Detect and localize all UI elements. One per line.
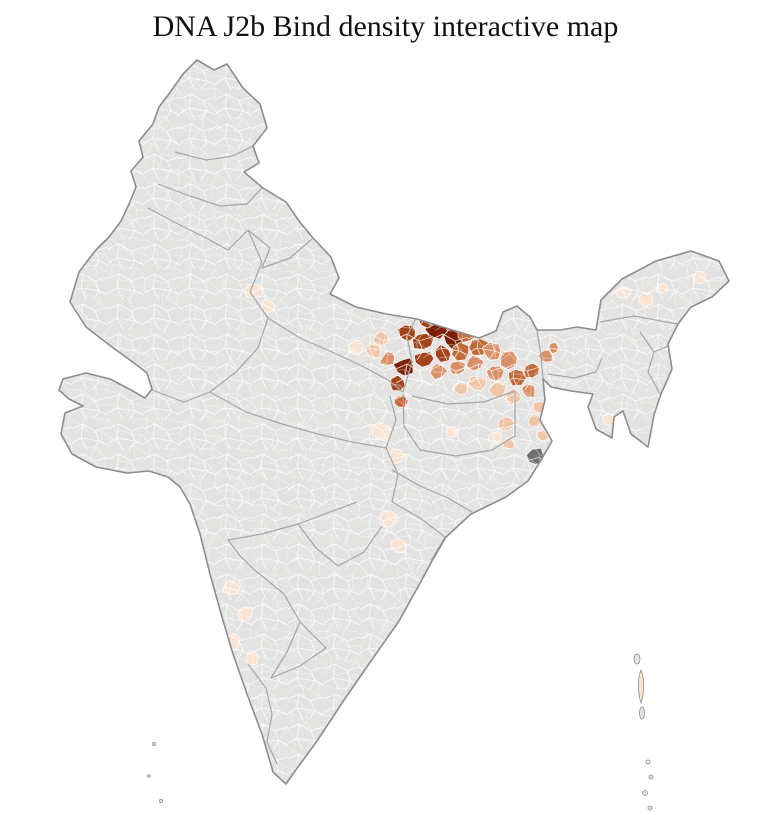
- island: [158, 799, 163, 804]
- lakshadweep-islands: [147, 742, 163, 804]
- density-district[interactable]: [439, 313, 454, 328]
- island: [648, 774, 654, 780]
- district-borders-texture: [59, 60, 729, 784]
- island: [633, 653, 641, 665]
- andaman-islands: [633, 653, 654, 811]
- island[interactable]: [637, 668, 645, 705]
- page-title: DNA J2b Bind density interactive map: [152, 10, 619, 43]
- island: [645, 759, 651, 765]
- island: [147, 774, 151, 778]
- state-borders: [147, 145, 679, 765]
- density-district[interactable]: [591, 279, 609, 294]
- island: [151, 742, 156, 747]
- island: [647, 805, 653, 811]
- island: [642, 790, 648, 796]
- island: [639, 706, 645, 720]
